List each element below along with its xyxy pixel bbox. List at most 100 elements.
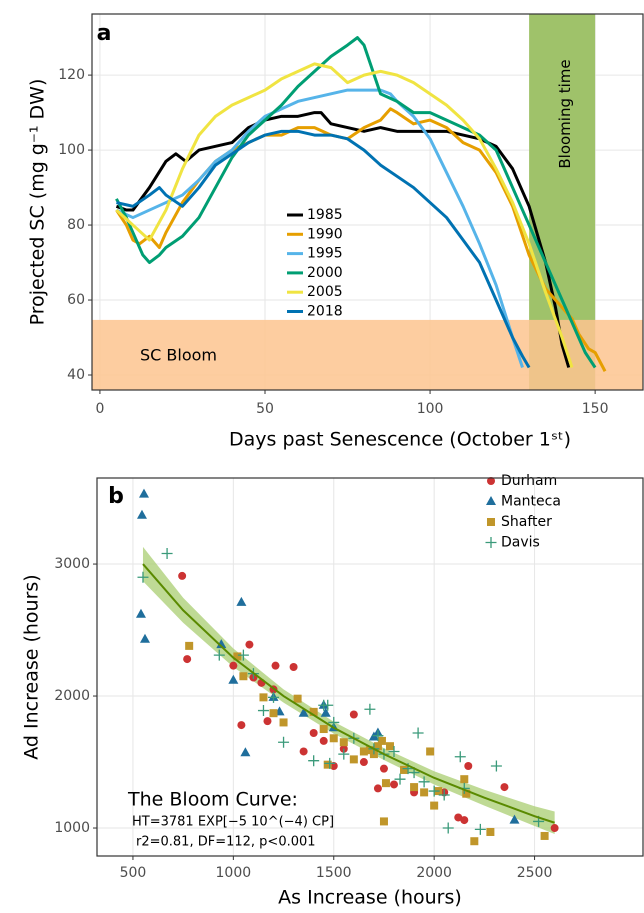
point — [377, 736, 386, 745]
point — [278, 736, 290, 748]
point — [470, 837, 479, 846]
point — [379, 817, 388, 826]
legend-swatch — [487, 518, 495, 526]
point — [228, 674, 239, 684]
point — [271, 661, 280, 670]
x-tick-label: 1000 — [216, 865, 252, 881]
x-tick-label: 1500 — [316, 865, 352, 881]
legend-label: 1995 — [307, 246, 343, 262]
point — [364, 703, 376, 715]
point — [139, 633, 150, 643]
point — [379, 764, 388, 773]
point — [161, 547, 173, 559]
point — [372, 730, 384, 742]
point — [442, 822, 454, 834]
point — [474, 823, 486, 835]
point — [389, 780, 398, 789]
point — [233, 652, 242, 661]
legend-label: 2018 — [307, 304, 343, 320]
point — [213, 649, 225, 661]
point — [359, 758, 368, 767]
point — [298, 707, 309, 717]
point — [454, 813, 463, 822]
point — [339, 738, 348, 747]
point — [299, 747, 308, 756]
legend-label: 1990 — [307, 226, 343, 242]
legend-label: Shafter — [501, 514, 552, 530]
point — [309, 728, 318, 737]
line — [115, 88, 524, 368]
point — [320, 707, 331, 717]
point — [410, 783, 419, 792]
point — [462, 789, 471, 798]
x-tick-label: 2500 — [517, 865, 553, 881]
y-tick-label: 2000 — [54, 688, 90, 704]
legend-label: 1985 — [307, 207, 343, 223]
point — [373, 784, 382, 793]
point — [322, 699, 334, 711]
x-tick-label: 100 — [417, 401, 444, 417]
point — [540, 831, 549, 840]
x-axis-title: As Increase (hours) — [278, 887, 462, 909]
point — [308, 755, 320, 767]
y-tick-label: 1000 — [54, 820, 90, 836]
line — [115, 36, 597, 369]
legend-label: Durham — [501, 473, 557, 489]
point — [185, 641, 194, 650]
point — [412, 727, 424, 739]
point — [236, 596, 247, 606]
point — [328, 716, 340, 728]
point — [373, 742, 382, 751]
point — [268, 691, 280, 703]
annotation: r2=0.81, DF=112, p<0.001 — [136, 835, 316, 850]
point — [438, 789, 450, 801]
point — [319, 725, 328, 734]
point — [430, 801, 439, 810]
point — [136, 509, 147, 519]
y-tick-label: 100 — [58, 142, 85, 158]
point — [329, 734, 338, 743]
point — [359, 747, 368, 756]
line — [115, 62, 574, 368]
fit-line — [142, 563, 555, 824]
annotation: HT=3781 EXP[−5 10^(−4) CP] — [132, 815, 334, 830]
x-axis-title: Days past Senescence (October 1ˢᵗ) — [229, 429, 571, 451]
point — [216, 639, 227, 649]
x-tick-label: 0 — [95, 401, 104, 417]
legend-label: 2000 — [307, 265, 343, 281]
point — [454, 751, 466, 763]
point — [394, 773, 406, 785]
point — [239, 672, 248, 681]
point — [349, 755, 358, 764]
legend-swatch — [485, 537, 497, 548]
point — [319, 736, 328, 745]
point — [237, 649, 249, 661]
point — [137, 571, 149, 583]
point — [240, 747, 251, 757]
point — [178, 571, 187, 580]
point — [257, 705, 269, 717]
panel-label: a — [97, 21, 112, 46]
point — [426, 747, 435, 756]
point — [293, 694, 302, 703]
point — [460, 816, 469, 825]
legend-label: 2005 — [307, 284, 343, 300]
point — [500, 783, 509, 792]
point — [385, 742, 394, 751]
point — [388, 745, 400, 757]
point — [509, 814, 520, 824]
legend-swatch — [486, 496, 496, 505]
plot-frame — [91, 13, 644, 391]
panel-label: b — [108, 484, 124, 509]
point — [237, 721, 246, 730]
point — [183, 655, 192, 664]
point — [400, 765, 409, 774]
point — [464, 761, 473, 770]
y-tick-label: 120 — [58, 67, 85, 83]
point — [229, 661, 238, 670]
confidence-band — [142, 546, 555, 834]
point — [338, 748, 350, 760]
x-tick-label: 2000 — [416, 865, 452, 881]
point — [245, 640, 254, 649]
point — [138, 488, 149, 498]
